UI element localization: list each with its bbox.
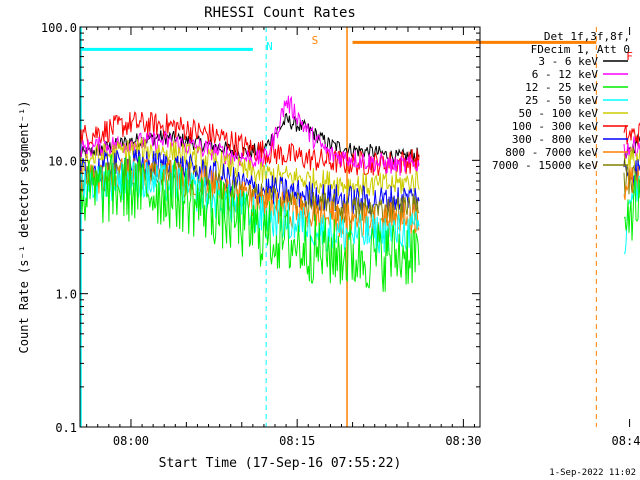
x-tick-label: 08:00 [113,434,149,448]
y-tick-label: 0.1 [55,421,77,435]
x-axis-label: Start Time (17-Sep-16 07:55:22) [159,456,402,471]
legend-header: FDecim 1, Att 0 [531,43,630,56]
legend-entry-label: 12 - 25 keV [525,81,598,94]
legend-entry-label: 50 - 100 keV [519,107,599,120]
y-tick-label: 100.0 [41,21,77,35]
x-tick-label: 08:15 [279,434,315,448]
chart-title: RHESSI Count Rates [204,5,356,21]
plot-frame [79,26,481,428]
data-series [79,95,640,292]
marker-label: N [266,40,273,53]
legend-header: Det 1f,3f,8f, [544,30,630,43]
series-line [79,112,420,166]
legend-entry-label: 25 - 50 keV [525,94,598,107]
series-line [79,149,420,216]
legend-entry-label: 7000 - 15000 keV [492,159,598,172]
marker-label: S [312,34,319,47]
x-tick-label: 08:30 [445,434,481,448]
y-axis-label: Count Rate (s⁻¹ detector segment⁻¹) [17,101,31,354]
legend-entry-label: 3 - 6 keV [538,55,598,68]
legend-entry-label: 6 - 12 keV [532,68,599,81]
x-tick-label: 08:45 [612,434,640,448]
series-line [79,153,420,292]
y-tick-label: 10.0 [48,154,77,168]
legend-entry-label: 300 - 800 keV [512,133,598,146]
footer-timestamp: 1-Sep-2022 11:02 [549,468,636,478]
marker-label: F [626,50,633,63]
legend-entry-label: 100 - 300 keV [512,120,598,133]
y-tick-label: 1.0 [55,288,77,302]
legend-entry-label: 800 - 7000 keV [505,146,598,159]
y-axis-ticks: 100.0 10.0 1.0 0.1 [41,21,480,435]
